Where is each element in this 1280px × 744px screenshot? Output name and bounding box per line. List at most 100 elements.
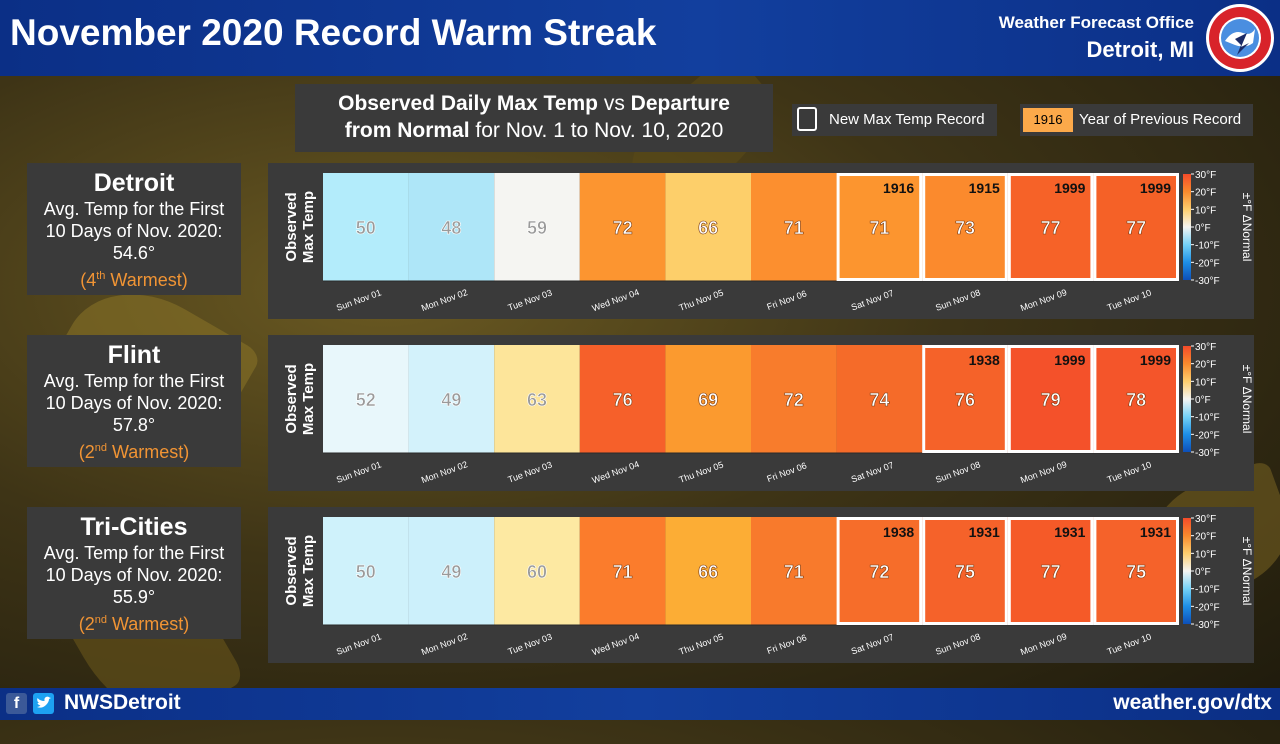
y-axis-label-line: Max Temp bbox=[300, 535, 317, 607]
rank-text: Warmest bbox=[105, 270, 182, 290]
city-avg: 54.6° bbox=[112, 243, 156, 263]
heatmap-cell bbox=[408, 173, 495, 281]
rank-sup: th bbox=[96, 270, 106, 282]
subtitle-part: Observed Daily Max Temp bbox=[338, 92, 598, 115]
colorbar-tick-label: -30°F bbox=[1195, 448, 1220, 459]
city-desc: 10 Days of Nov. 2020: bbox=[45, 393, 223, 413]
x-tick-label: Mon Nov 09 bbox=[1019, 459, 1068, 485]
twitter-icon[interactable] bbox=[33, 693, 54, 714]
social-handle[interactable]: NWSDetroit bbox=[64, 691, 181, 714]
x-tick-label: Thu Nov 05 bbox=[678, 460, 725, 485]
record-box bbox=[1007, 517, 1094, 625]
website-link[interactable]: weather.gov/dtx bbox=[1113, 691, 1272, 714]
rank-sup: nd bbox=[94, 442, 107, 454]
heatmap-cell bbox=[579, 173, 666, 281]
heatmap-cell bbox=[323, 517, 409, 625]
x-tick-label: Mon Nov 09 bbox=[1019, 287, 1068, 313]
office-name: Weather Forecast Office Detroit, MI bbox=[999, 13, 1194, 63]
colorbar-tick-label: 30°F bbox=[1195, 342, 1216, 353]
heatmap-cell bbox=[1007, 345, 1094, 453]
cell-value-label: 72 bbox=[784, 390, 804, 410]
cell-value-label: 59 bbox=[527, 218, 547, 238]
colorbar-label: ±°F ΔNormal bbox=[1240, 365, 1254, 434]
x-tick-label: Sun Nov 01 bbox=[335, 459, 383, 484]
heatmap-chart: ObservedMax Temp 50 Sun Nov 01 48 Mon Nov 02… bbox=[283, 170, 1254, 313]
colorbar-tick-label: 0°F bbox=[1195, 395, 1211, 406]
cell-value-label: 74 bbox=[869, 390, 889, 410]
year-chip: 1916 bbox=[1023, 108, 1073, 132]
office-line2: Detroit, MI bbox=[1086, 37, 1194, 62]
x-tick-label: Sun Nov 08 bbox=[934, 459, 982, 484]
heatmap-cell bbox=[665, 517, 751, 625]
x-tick-label: Sun Nov 01 bbox=[335, 287, 383, 312]
city-desc: 10 Days of Nov. 2020: bbox=[45, 565, 223, 585]
rank-num: 4 bbox=[86, 270, 97, 290]
heatmap-cell bbox=[751, 517, 837, 625]
legend-new-record: New Max Temp Record bbox=[792, 104, 997, 136]
y-axis-label: ObservedMax Temp bbox=[283, 363, 317, 435]
x-tick-label: Tue Nov 10 bbox=[1106, 288, 1153, 313]
x-tick-label: Tue Nov 03 bbox=[507, 460, 554, 485]
cell-value-label: 66 bbox=[698, 562, 718, 582]
city-rank: (2nd Warmest) bbox=[78, 614, 190, 634]
subtitle-part: from Normal bbox=[344, 119, 470, 142]
cell-value-label: 50 bbox=[356, 562, 376, 582]
heatmap-chart: ObservedMax Temp 50 Sun Nov 01 49 Mon Nov 02… bbox=[283, 514, 1254, 657]
y-axis-label-line: Observed bbox=[283, 536, 300, 605]
x-tick-label: Fri Nov 06 bbox=[766, 288, 808, 312]
y-axis-label-line: Observed bbox=[283, 192, 300, 261]
city-rank: (2nd Warmest) bbox=[78, 442, 190, 462]
record-box bbox=[1093, 345, 1180, 453]
record-box bbox=[836, 517, 923, 625]
colorbar-tick-label: -30°F bbox=[1195, 620, 1220, 631]
previous-record-year: 1931 bbox=[1140, 524, 1171, 540]
colorbar-label: ±°F ΔNormal bbox=[1240, 537, 1254, 606]
cell-value-label: 76 bbox=[613, 390, 633, 410]
colorbar-tick-label: -20°F bbox=[1195, 430, 1220, 441]
chart-panel-flint: ObservedMax Temp 52 Sun Nov 01 49 Mon Nov 02… bbox=[268, 335, 1254, 491]
x-tick-label: Mon Nov 02 bbox=[420, 631, 469, 657]
x-tick-label: Sat Nov 07 bbox=[850, 460, 895, 485]
heatmap-cell bbox=[323, 345, 409, 453]
x-tick-label: Sat Nov 07 bbox=[850, 288, 895, 313]
cell-value-label: 77 bbox=[1041, 218, 1061, 238]
colorbar-tick-label: -20°F bbox=[1195, 602, 1220, 613]
heatmap-cell bbox=[323, 173, 409, 281]
colorbar bbox=[1183, 518, 1191, 624]
city-avg: 57.8° bbox=[112, 415, 156, 435]
colorbar-tick-label: 10°F bbox=[1195, 377, 1216, 388]
heatmap-cell bbox=[408, 345, 495, 453]
cell-value-label: 78 bbox=[1126, 390, 1146, 410]
x-tick-label: Fri Nov 06 bbox=[766, 632, 808, 656]
header-bar: November 2020 Record Warm Streak Weather… bbox=[0, 0, 1280, 76]
colorbar-tick-label: 10°F bbox=[1195, 549, 1216, 560]
y-axis-label: ObservedMax Temp bbox=[283, 191, 317, 263]
colorbar-tick-label: 20°F bbox=[1195, 532, 1216, 543]
heatmap-cell bbox=[836, 173, 923, 281]
previous-record-year: 1999 bbox=[1140, 180, 1171, 196]
colorbar bbox=[1183, 346, 1191, 452]
nws-logo-icon bbox=[1206, 4, 1274, 72]
colorbar-tick-label: -20°F bbox=[1195, 258, 1220, 269]
cell-value-label: 63 bbox=[527, 390, 547, 410]
heatmap-cell bbox=[408, 517, 495, 625]
colorbar-tick-label: -10°F bbox=[1195, 241, 1220, 252]
x-tick-label: Sat Nov 07 bbox=[850, 632, 895, 657]
heatmap-cell bbox=[836, 345, 923, 453]
previous-record-year: 1999 bbox=[1054, 352, 1085, 368]
facebook-icon[interactable]: f bbox=[6, 693, 27, 714]
city-desc: Avg. Temp for the First bbox=[43, 199, 225, 219]
city-name: Flint bbox=[107, 341, 161, 369]
cell-value-label: 66 bbox=[698, 218, 718, 238]
x-tick-label: Thu Nov 05 bbox=[678, 632, 725, 657]
city-desc: Avg. Temp for the First bbox=[43, 543, 225, 563]
chart-panel-tri-cities: ObservedMax Temp 50 Sun Nov 01 49 Mon Nov 02… bbox=[268, 507, 1254, 663]
x-tick-label: Thu Nov 05 bbox=[678, 288, 725, 313]
x-tick-label: Sun Nov 01 bbox=[335, 631, 383, 656]
heatmap-cell bbox=[494, 345, 580, 453]
heatmap-cell bbox=[1007, 173, 1094, 281]
heatmap-cell bbox=[494, 517, 580, 625]
record-box bbox=[922, 517, 1008, 625]
subtitle-part: vs bbox=[598, 92, 631, 115]
city-avg: 55.9° bbox=[112, 587, 156, 607]
